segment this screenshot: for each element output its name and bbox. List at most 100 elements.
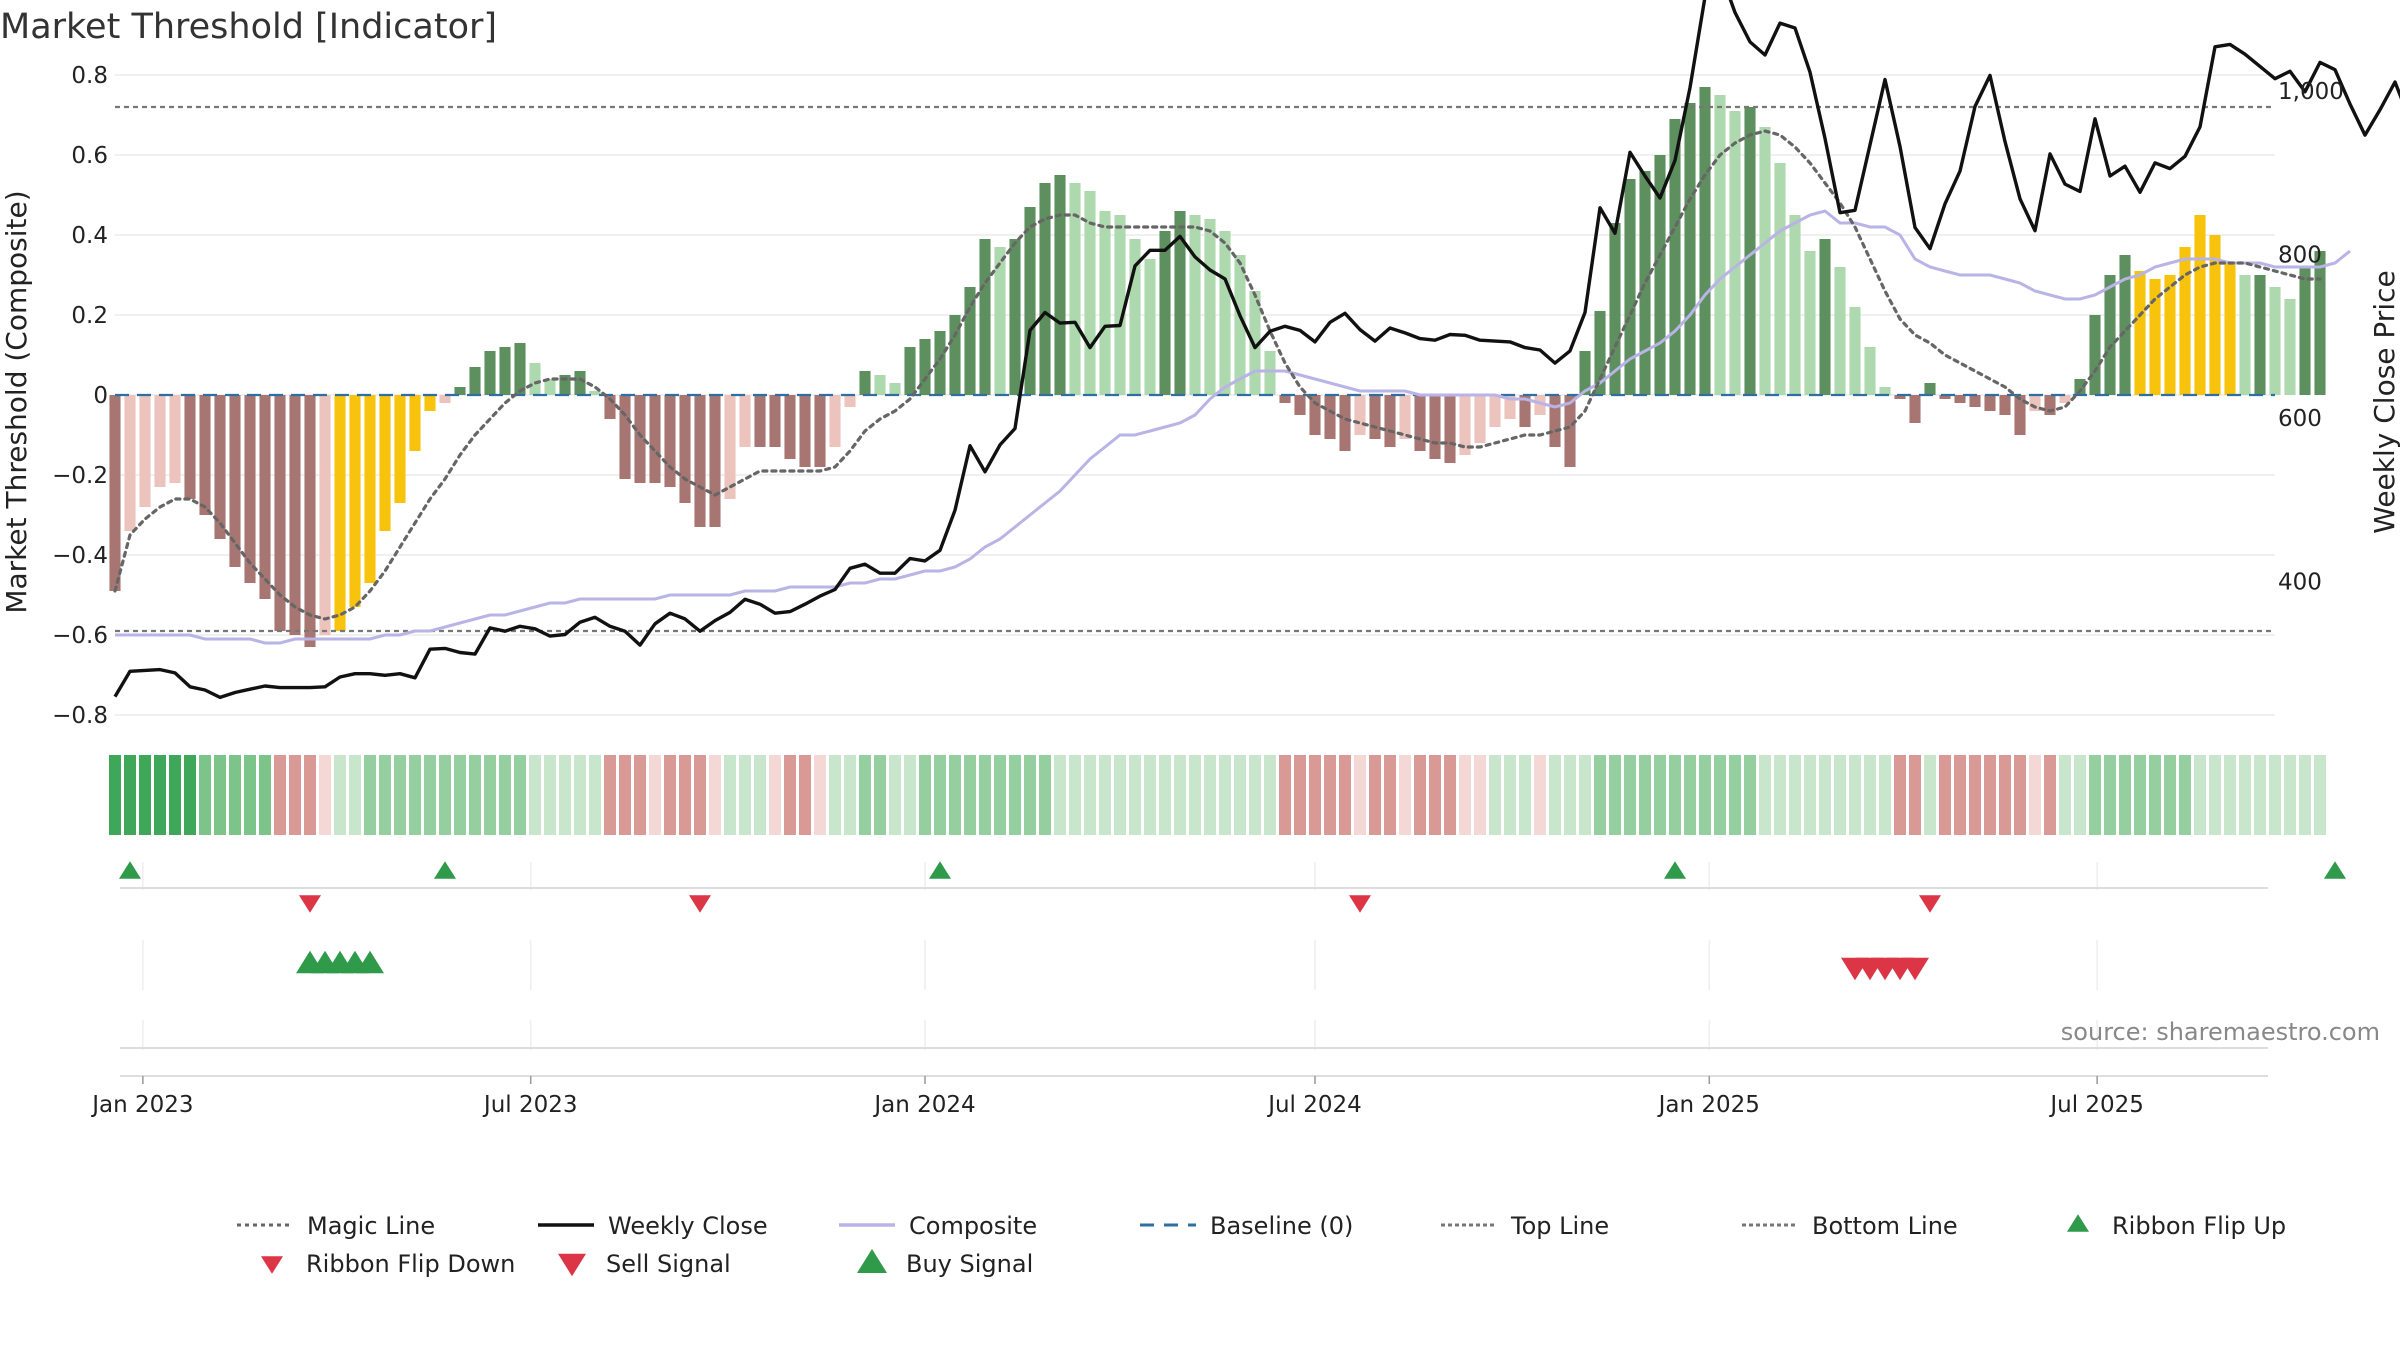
composite-bar (169, 395, 181, 483)
composite-bar (559, 375, 571, 395)
ribbon-cell (2239, 755, 2251, 835)
ribbon-cell (139, 755, 151, 835)
composite-bar (2179, 247, 2191, 395)
weekly-close-line (113, 0, 2400, 700)
composite-bar (934, 331, 946, 395)
ribbon-cell (829, 755, 841, 835)
composite-bar (289, 395, 301, 635)
ribbon-cell (679, 755, 691, 835)
composite-bar (799, 395, 811, 467)
ribbon-flip-down-marker (1349, 895, 1371, 913)
composite-bar (1189, 215, 1201, 395)
composite-bar (544, 379, 556, 395)
composite-bar (364, 395, 376, 583)
ribbon-flip-up-marker (2324, 861, 2346, 879)
composite-bar (1219, 231, 1231, 395)
composite-bar (424, 395, 436, 411)
composite-bar (874, 375, 886, 395)
legend-item: Sell Signal (558, 1250, 731, 1278)
composite-bar (469, 367, 481, 395)
signal-panel (119, 861, 2346, 1077)
composite-bar (2119, 255, 2131, 395)
ribbon-cell (2074, 755, 2086, 835)
x-axis: Jan 2023 Jul 2023 Jan 2024 Jul 2024 Jan 2025… (90, 1076, 2144, 1118)
composite-bar (994, 247, 1006, 395)
ribbon-cell (259, 755, 271, 835)
composite-bar (1699, 87, 1711, 395)
composite-bar (199, 395, 211, 515)
composite-line (115, 209, 2351, 645)
ribbon-cell (2269, 755, 2281, 835)
composite-bar (739, 395, 751, 447)
y-left-tick-label: −0.4 (52, 543, 108, 569)
legend-marker-up (2067, 1214, 2089, 1232)
composite-bar (1084, 191, 1096, 395)
composite-bar (454, 387, 466, 395)
ribbon-cell (544, 755, 556, 835)
composite-bar (2239, 275, 2251, 395)
composite-bar (919, 339, 931, 395)
ribbon-cell (739, 755, 751, 835)
ribbon-cell (709, 755, 721, 835)
composite-bar (124, 395, 136, 531)
legend-label: Weekly Close (608, 1212, 768, 1240)
ribbon-cell (1609, 755, 1621, 835)
ribbon-cell (319, 755, 331, 835)
composite-bar (1984, 395, 1996, 411)
ribbon-cell (2194, 755, 2206, 835)
composite-bar (619, 395, 631, 479)
composite-bar (1909, 395, 1921, 423)
composite-bar (1804, 251, 1816, 395)
source-note: source: sharemaestro.com (2061, 1018, 2380, 1046)
ribbon-cell (1069, 755, 1081, 835)
ribbon-cell (409, 755, 421, 835)
ribbon-cell (1204, 755, 1216, 835)
y-left-tick-label: −0.6 (52, 623, 108, 649)
composite-bar (1444, 395, 1456, 463)
composite-bar (844, 395, 856, 407)
ribbon-cell (1804, 755, 1816, 835)
composite-bar (1474, 395, 1486, 443)
ribbon-cell (754, 755, 766, 835)
ribbon-cell (694, 755, 706, 835)
legend-label: Sell Signal (606, 1250, 731, 1278)
ribbon-cell (814, 755, 826, 835)
composite-bar (409, 395, 421, 451)
composite-bar (1879, 387, 1891, 395)
ribbon-cell (1444, 755, 1456, 835)
ribbon-cell (334, 755, 346, 835)
ribbon-cell (1219, 755, 1231, 835)
ribbon-cell (1969, 755, 1981, 835)
legend-label: Bottom Line (1812, 1212, 1958, 1240)
composite-bar (1159, 231, 1171, 395)
composite-bar (1999, 395, 2011, 415)
composite-bar (484, 351, 496, 395)
ribbon-cell (1954, 755, 1966, 835)
ribbon-cell (619, 755, 631, 835)
ribbon-cell (844, 755, 856, 835)
composite-bar (1624, 179, 1636, 395)
composite-bar (1264, 351, 1276, 395)
composite-bar (1819, 239, 1831, 395)
composite-bar (574, 371, 586, 395)
composite-bar (1324, 395, 1336, 439)
x-tick-label: Jul 2023 (482, 1092, 578, 1118)
legend-label: Top Line (1510, 1212, 1609, 1240)
y-left-tick-label: 0.2 (71, 303, 108, 329)
composite-bar (1039, 183, 1051, 395)
legend-label: Composite (909, 1212, 1037, 1240)
ribbon-cell (934, 755, 946, 835)
ribbon-cell (589, 755, 601, 835)
ribbon-cell (2044, 755, 2056, 835)
composite-bar (1954, 395, 1966, 403)
legend-item: Weekly Close (538, 1212, 768, 1240)
composite-bar (1729, 111, 1741, 395)
ribbon-cell (1414, 755, 1426, 835)
composite-bar (1534, 395, 1546, 415)
ribbon-cell (1759, 755, 1771, 835)
y-axis-left-label: Market Threshold (Composite) (0, 190, 33, 613)
ribbon-cell (1774, 755, 1786, 835)
ribbon-cell (274, 755, 286, 835)
ribbon-flip-down-marker (1919, 895, 1941, 913)
ribbon-cell (1684, 755, 1696, 835)
